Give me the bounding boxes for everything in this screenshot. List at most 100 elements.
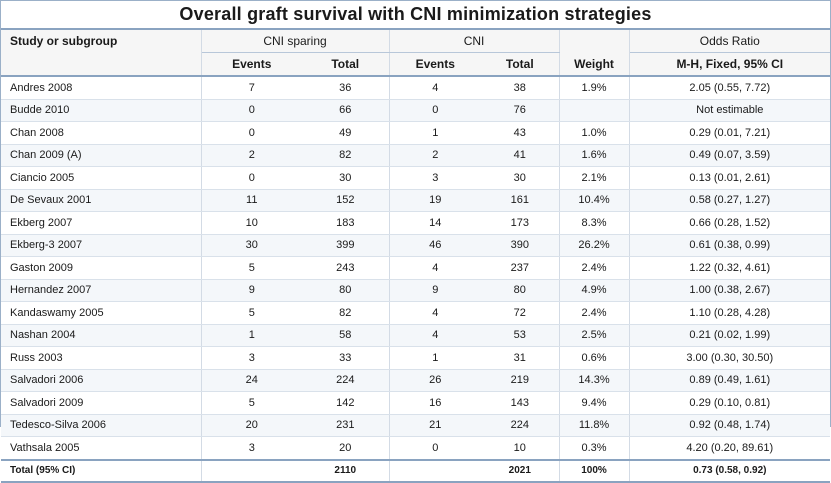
events-cni-sparing: 30: [201, 234, 302, 257]
events-cni-sparing: 3: [201, 436, 302, 460]
total-cni-sparing: 82: [302, 144, 390, 167]
table-row: Budde 2010 0 66 0 76 Not estimable: [1, 99, 831, 122]
weight-value: 8.3%: [559, 211, 630, 235]
total-cni-sparing: 142: [302, 391, 390, 415]
header-row-groups: Study or subgroup CNI sparing CNI Odds R…: [1, 30, 831, 53]
odds-ratio-value: 3.00 (0.30, 30.50): [629, 346, 831, 370]
events-cni: 2: [389, 144, 482, 167]
total-cni-sparing: 66: [302, 99, 390, 122]
events-cni-sparing: 5: [201, 256, 302, 280]
total-cni: 43: [481, 121, 560, 145]
events-cni-sparing: 20: [201, 414, 302, 437]
total-cni-sparing: 82: [302, 301, 390, 325]
total-cni: 38: [481, 76, 560, 100]
weight-value: 2.4%: [559, 301, 630, 325]
header-weight-spacer: [559, 30, 630, 53]
events-cni-sparing: 7: [201, 76, 302, 100]
total-cni-sparing: 243: [302, 256, 390, 280]
total-cni: 41: [481, 144, 560, 167]
total-cni-sparing: 152: [302, 189, 390, 212]
events-cni: 46: [389, 234, 482, 257]
total-cni: 76: [481, 99, 560, 122]
weight-value: 1.9%: [559, 76, 630, 100]
results-table: Study or subgroup CNI sparing CNI Odds R…: [1, 30, 831, 483]
events-cni-sparing: 11: [201, 189, 302, 212]
table-row: Nashan 2004 1 58 4 53 2.5% 0.21 (0.02, 1.99): [1, 324, 831, 347]
events-cni: 0: [389, 99, 482, 122]
study-name: Budde 2010: [1, 99, 202, 122]
total-cni: 219: [481, 369, 560, 392]
header-total-1: Total: [302, 52, 390, 77]
total-cni: 224: [481, 414, 560, 437]
total-cni-sparing: 399: [302, 234, 390, 257]
study-name: Tedesco-Silva 2006: [1, 414, 202, 437]
table-row: Russ 2003 3 33 1 31 0.6% 3.00 (0.30, 30.50): [1, 346, 831, 370]
header-weight: Weight: [559, 52, 630, 77]
odds-ratio-value: 0.13 (0.01, 2.61): [629, 166, 831, 190]
table-row: Chan 2009 (A) 2 82 2 41 1.6% 0.49 (0.07, 3.59): [1, 144, 831, 167]
total-cni-sparing: 231: [302, 414, 390, 437]
header-method: M-H, Fixed, 95% CI: [629, 52, 831, 77]
events-cni-sparing: 0: [201, 121, 302, 145]
total-cni-sparing: 49: [302, 121, 390, 145]
header-odds-ratio: Odds Ratio: [629, 30, 831, 53]
study-name: Vathsala 2005: [1, 436, 202, 460]
weight-value: 2.4%: [559, 256, 630, 280]
table-row: Ciancio 2005 0 30 3 30 2.1% 0.13 (0.01, 2.61): [1, 166, 831, 190]
study-name: Ekberg-3 2007: [1, 234, 202, 257]
table-row: Salvadori 2009 5 142 16 143 9.4% 0.29 (0.10, 0…: [1, 391, 831, 415]
events-cni-sparing: 10: [201, 211, 302, 235]
study-name: Kandaswamy 2005: [1, 301, 202, 325]
odds-ratio-value: 1.22 (0.32, 4.61): [629, 256, 831, 280]
events-cni-sparing: 0: [201, 99, 302, 122]
weight-value: 1.0%: [559, 121, 630, 145]
events-cni-sparing: 9: [201, 279, 302, 302]
total-cni-sparing: 183: [302, 211, 390, 235]
odds-ratio-value: 0.66 (0.28, 1.52): [629, 211, 831, 235]
study-name: Chan 2008: [1, 121, 202, 145]
odds-ratio-value: 0.61 (0.38, 0.99): [629, 234, 831, 257]
odds-ratio-value: 2.05 (0.55, 7.72): [629, 76, 831, 100]
odds-ratio-value: 0.89 (0.49, 1.61): [629, 369, 831, 392]
header-cni-sparing: CNI sparing: [201, 30, 390, 53]
total-cni: 237: [481, 256, 560, 280]
odds-ratio-value: 0.21 (0.02, 1.99): [629, 324, 831, 347]
total-label: Total (95% CI): [1, 458, 202, 483]
events-cni: 21: [389, 414, 482, 437]
events-cni: 1: [389, 346, 482, 370]
events-cni: 4: [389, 301, 482, 325]
total-count-1: 2110: [302, 458, 390, 483]
events-cni: 4: [389, 76, 482, 100]
weight-value: 2.5%: [559, 324, 630, 347]
total-cni: 80: [481, 279, 560, 302]
study-name: Russ 2003: [1, 346, 202, 370]
table-row: De Sevaux 2001 11 152 19 161 10.4% 0.58 (0.27,…: [1, 189, 831, 212]
total-cni-sparing: 80: [302, 279, 390, 302]
total-cni-sparing: 36: [302, 76, 390, 100]
total-cni: 31: [481, 346, 560, 370]
odds-ratio-value: 0.29 (0.01, 7.21): [629, 121, 831, 145]
study-name: Salvadori 2009: [1, 391, 202, 415]
total-cni: 72: [481, 301, 560, 325]
study-name: Andres 2008: [1, 76, 202, 100]
weight-value: 0.6%: [559, 346, 630, 370]
study-name: Gaston 2009: [1, 256, 202, 280]
weight-value: 11.8%: [559, 414, 630, 437]
study-name: Salvadori 2006: [1, 369, 202, 392]
table-row: Tedesco-Silva 2006 20 231 21 224 11.8% 0.92 (0…: [1, 414, 831, 437]
table-row: Gaston 2009 5 243 4 237 2.4% 1.22 (0.32, 4.61): [1, 256, 831, 280]
table-row: Kandaswamy 2005 5 82 4 72 2.4% 1.10 (0.28, 4.2…: [1, 301, 831, 325]
odds-ratio-value: 4.20 (0.20, 89.61): [629, 436, 831, 460]
weight-value: 10.4%: [559, 189, 630, 212]
table-title: Overall graft survival with CNI minimiza…: [1, 1, 830, 30]
table-row: Andres 2008 7 36 4 38 1.9% 2.05 (0.55, 7.72): [1, 76, 831, 100]
total-odds-ratio: 0.73 (0.58, 0.92): [629, 458, 831, 483]
odds-ratio-value: 0.49 (0.07, 3.59): [629, 144, 831, 167]
total-cni: 10: [481, 436, 560, 460]
study-name: Ekberg 2007: [1, 211, 202, 235]
header-total-2: Total: [481, 52, 560, 77]
events-cni: 3: [389, 166, 482, 190]
table-row: Vathsala 2005 3 20 0 10 0.3% 4.20 (0.20, 89.61…: [1, 436, 831, 460]
events-cni: 1: [389, 121, 482, 145]
